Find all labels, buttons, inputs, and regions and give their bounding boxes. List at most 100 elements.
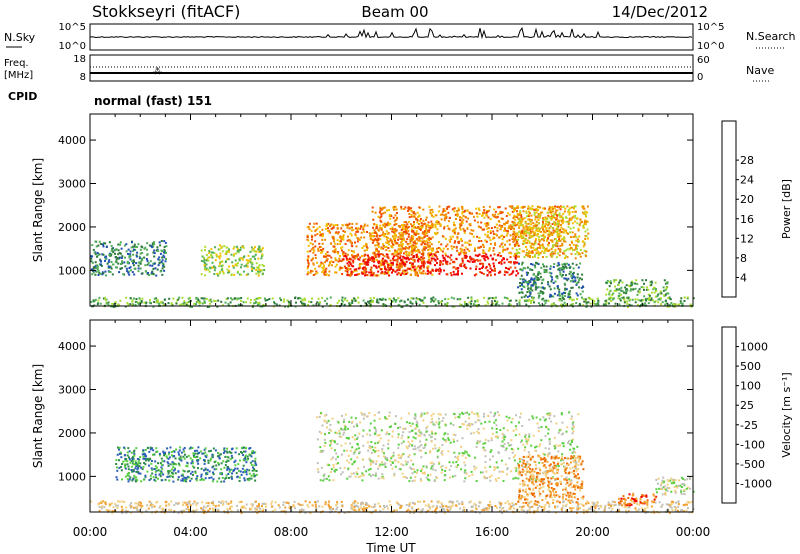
range-gate-cell (262, 502, 265, 505)
range-gate-cell (577, 229, 580, 232)
range-gate-cell (438, 205, 441, 208)
range-gate-cell (105, 274, 107, 277)
range-gate-cell (509, 226, 512, 229)
range-gate-cell (191, 306, 193, 308)
range-gate-cell (608, 297, 611, 300)
range-gate-cell (404, 232, 407, 235)
range-gate-cell (220, 265, 223, 268)
range-gate-cell (572, 267, 575, 270)
range-gate-cell (625, 511, 628, 514)
range-gate-cell (643, 282, 645, 285)
range-gate-cell (515, 240, 518, 243)
range-gate-cell (576, 248, 578, 251)
range-gate-cell (397, 271, 400, 274)
range-gate-cell (422, 266, 425, 269)
range-gate-cell (662, 289, 665, 292)
range-gate-cell (579, 218, 582, 221)
range-gate-cell (529, 254, 531, 257)
range-gate-cell (393, 220, 396, 223)
range-gate-cell (374, 237, 377, 240)
range-gate-cell (408, 216, 411, 219)
range-gate-cell (653, 501, 656, 504)
range-gate-cell (556, 264, 559, 267)
range-gate-cell (488, 209, 490, 212)
range-gate-cell (196, 502, 199, 505)
range-gate-cell (492, 269, 495, 272)
y-tick-label: 4000 (58, 134, 86, 147)
range-gate-cell (441, 507, 444, 510)
range-gate-cell (540, 244, 543, 247)
range-gate-cell (307, 262, 310, 264)
range-gate-cell (405, 260, 408, 263)
range-gate-cell (421, 508, 424, 511)
range-gate-cell (313, 222, 316, 225)
range-gate-cell (229, 506, 232, 509)
range-gate-cell (349, 263, 352, 265)
range-gate-cell (449, 235, 452, 238)
range-gate-cell (420, 256, 423, 259)
range-gate-cell (159, 252, 162, 255)
range-gate-cell (161, 250, 164, 253)
range-gate-cell (392, 263, 394, 266)
range-gate-cell (596, 303, 599, 306)
range-gate-cell (420, 222, 423, 225)
range-gate-cell (324, 271, 327, 274)
range-gate-cell (478, 240, 480, 243)
range-gate-cell (351, 222, 354, 225)
range-gate-cell (537, 222, 540, 225)
range-gate-cell (352, 228, 355, 231)
range-gate-cell (575, 302, 578, 304)
range-gate-cell (417, 232, 420, 235)
range-gate-cell (446, 224, 449, 227)
range-gate-cell (420, 226, 423, 229)
range-gate-cell (504, 248, 507, 251)
range-gate-cell (240, 500, 243, 503)
range-gate-cell (584, 219, 586, 222)
range-gate-cell (620, 289, 623, 292)
range-gate-cell (95, 267, 98, 270)
range-gate-cell (644, 298, 647, 301)
range-gate-cell (534, 281, 537, 284)
range-gate-cell (281, 510, 284, 513)
range-gate-cell (527, 222, 530, 225)
range-gate-cell (371, 506, 373, 508)
range-gate-cell (149, 299, 151, 302)
range-gate-cell (306, 250, 309, 253)
range-gate-cell (392, 258, 395, 261)
range-gate-cell (521, 232, 524, 235)
range-gate-cell (510, 272, 513, 275)
range-gate-cell (537, 235, 540, 238)
range-gate-cell (558, 288, 561, 291)
range-gate-cell (567, 296, 570, 299)
range-gate-cell (534, 288, 537, 291)
range-gate-cell (344, 267, 347, 269)
range-gate-cell (403, 239, 406, 242)
range-gate-cell (407, 221, 410, 223)
range-gate-cell (256, 266, 259, 269)
range-gate-cell (543, 230, 546, 233)
range-gate-cell (282, 501, 285, 504)
range-gate-cell (420, 271, 423, 274)
range-gate-cell (625, 292, 628, 295)
range-gate-cell (450, 500, 453, 503)
range-gate-cell (312, 247, 315, 250)
range-gate-cell (140, 300, 143, 302)
range-gate-cell (537, 205, 540, 208)
range-gate-cell (316, 271, 319, 274)
range-gate-cell (132, 506, 135, 509)
range-gate-cell (258, 245, 261, 248)
range-gate-cell (414, 250, 417, 253)
range-gate-cell (474, 259, 477, 262)
range-gate-cell (375, 239, 378, 241)
range-gate-cell (400, 236, 402, 239)
range-gate-cell (549, 275, 552, 278)
range-gate-cell (417, 226, 420, 229)
range-gate-cell (456, 209, 459, 212)
range-gate-cell (121, 478, 123, 481)
range-gate-cell (531, 251, 534, 254)
range-gate-cell (480, 245, 483, 248)
range-gate-cell (400, 207, 403, 210)
range-gate-cell (144, 270, 147, 273)
range-gate-cell (453, 241, 456, 244)
range-gate-cell (439, 247, 442, 250)
